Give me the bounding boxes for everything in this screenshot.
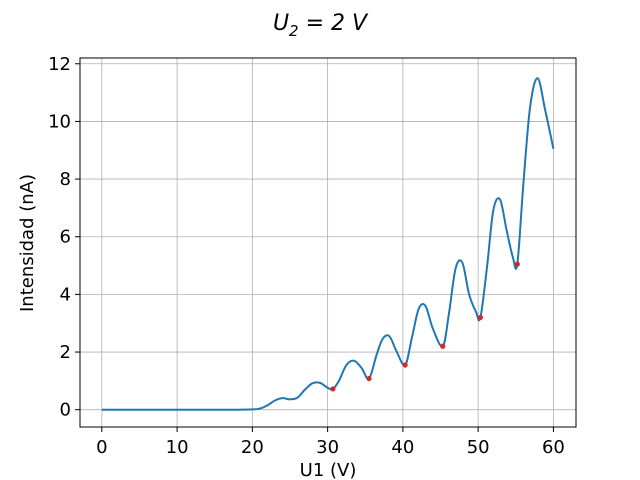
minimum-point xyxy=(402,362,408,368)
y-axis-label: Intensidad (nA) xyxy=(17,174,38,312)
x-tick-label: 30 xyxy=(316,437,339,458)
minimum-point xyxy=(477,314,484,321)
ticks: 0 10 20 30 40 50 60 0 2 4 6 8 10 12 xyxy=(48,54,565,458)
y-tick-label: 6 xyxy=(60,227,71,248)
minimum-point xyxy=(440,343,446,349)
series-line xyxy=(101,77,555,411)
minimum-point xyxy=(330,386,336,392)
x-tick-label: 60 xyxy=(542,437,565,458)
y-tick-label: 12 xyxy=(48,54,71,75)
x-tick-label: 20 xyxy=(241,437,264,458)
x-tick-label: 40 xyxy=(391,437,414,458)
x-tick-label: 0 xyxy=(96,437,107,458)
chart-title: U2 = 2 V xyxy=(273,11,369,40)
y-tick-label: 8 xyxy=(60,169,71,190)
x-tick-label: 10 xyxy=(166,437,189,458)
grid xyxy=(80,58,576,427)
minimum-point xyxy=(514,261,520,267)
x-axis-label: U1 (V) xyxy=(300,460,357,480)
minimum-point xyxy=(366,375,372,382)
y-tick-label: 2 xyxy=(60,342,71,363)
x-tick-label: 50 xyxy=(467,437,490,458)
y-tick-label: 4 xyxy=(60,284,71,305)
y-tick-label: 10 xyxy=(48,111,71,132)
plot-area xyxy=(101,77,555,411)
axes-frame xyxy=(79,57,577,428)
y-tick-label: 0 xyxy=(60,400,71,421)
